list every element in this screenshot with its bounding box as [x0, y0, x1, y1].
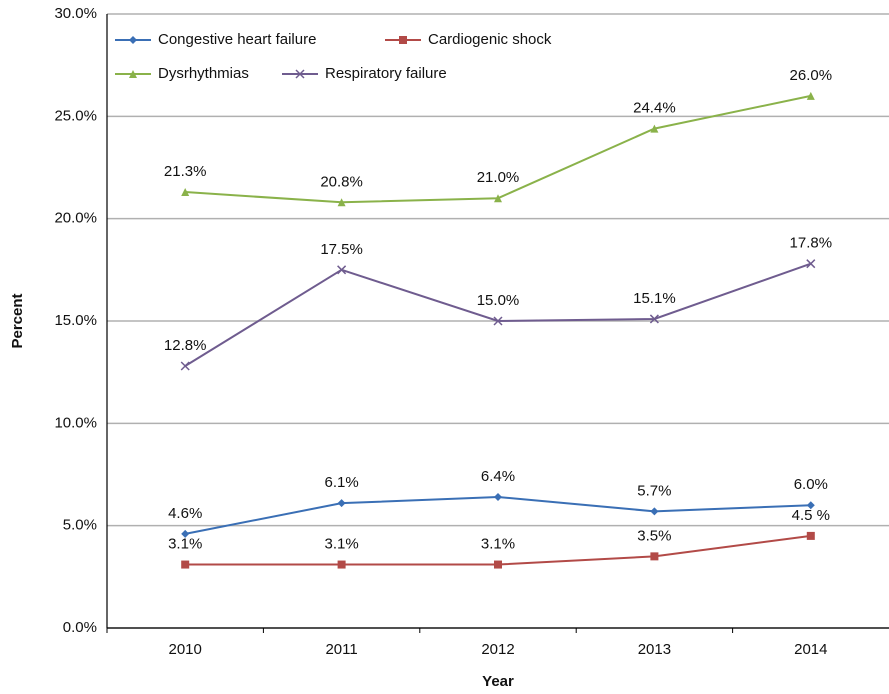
data-label: 3.5% [637, 527, 671, 544]
data-label: 6.1% [324, 474, 358, 491]
data-point [181, 560, 190, 569]
data-point [493, 316, 503, 326]
x-tick-label: 2014 [794, 641, 827, 658]
data-label: 15.0% [477, 292, 520, 309]
data-label: 6.4% [481, 468, 515, 485]
series-line [185, 94, 812, 204]
data-label: 3.1% [481, 536, 515, 553]
data-label: 17.8% [790, 235, 833, 252]
series-line [185, 496, 811, 535]
data-label: 12.8% [164, 337, 207, 354]
data-label: 26.0% [790, 67, 833, 84]
data-label: 20.8% [320, 173, 363, 190]
legend-marker [129, 70, 137, 78]
x-axis-title: Year [482, 673, 514, 690]
data-point [649, 314, 659, 324]
data-label: 3.1% [324, 536, 358, 553]
data-label: 4.5 % [792, 507, 830, 524]
legend-marker [295, 69, 305, 79]
y-axis-title: Percent [9, 293, 26, 348]
y-tick-label: 10.0% [54, 414, 97, 431]
data-label: 5.7% [637, 482, 671, 499]
legend-marker [399, 36, 407, 44]
series-line [184, 262, 812, 367]
data-point [337, 265, 347, 275]
data-label: 17.5% [320, 241, 363, 258]
data-label: 6.0% [794, 476, 828, 493]
data-point [181, 529, 190, 538]
data-point [806, 259, 816, 269]
data-point [337, 198, 346, 207]
legend-label: Dysrhythmias [158, 65, 249, 82]
data-point [337, 560, 346, 569]
y-tick-label: 15.0% [54, 312, 97, 329]
data-label: 24.4% [633, 100, 676, 117]
data-point [180, 361, 190, 371]
data-label: 15.1% [633, 290, 676, 307]
data-label: 21.3% [164, 163, 207, 180]
data-point [337, 499, 346, 508]
y-tick-label: 25.0% [54, 107, 97, 124]
y-tick-label: 5.0% [63, 517, 97, 534]
legend-label: Cardiogenic shock [428, 31, 552, 48]
data-point [806, 91, 815, 100]
data-label: 4.6% [168, 505, 202, 522]
data-point [494, 560, 502, 569]
data-point [181, 188, 190, 197]
x-tick-label: 2012 [481, 641, 514, 658]
data-label: 21.0% [477, 169, 520, 186]
legend-marker [129, 36, 137, 44]
y-tick-label: 30.0% [54, 5, 97, 22]
x-tick-label: 2011 [325, 641, 357, 658]
data-point [494, 194, 502, 203]
y-tick-label: 20.0% [54, 210, 97, 227]
data-point [650, 507, 659, 516]
data-point [806, 501, 815, 510]
x-tick-label: 2010 [169, 641, 202, 658]
data-point [650, 124, 659, 133]
data-label: 3.1% [168, 536, 202, 553]
data-point [650, 552, 659, 561]
legend-label: Congestive heart failure [158, 31, 316, 48]
data-point [806, 531, 815, 540]
x-tick-label: 2013 [638, 641, 671, 658]
data-point [494, 493, 502, 502]
y-tick-label: 0.0% [63, 619, 97, 636]
legend-label: Respiratory failure [325, 65, 447, 82]
